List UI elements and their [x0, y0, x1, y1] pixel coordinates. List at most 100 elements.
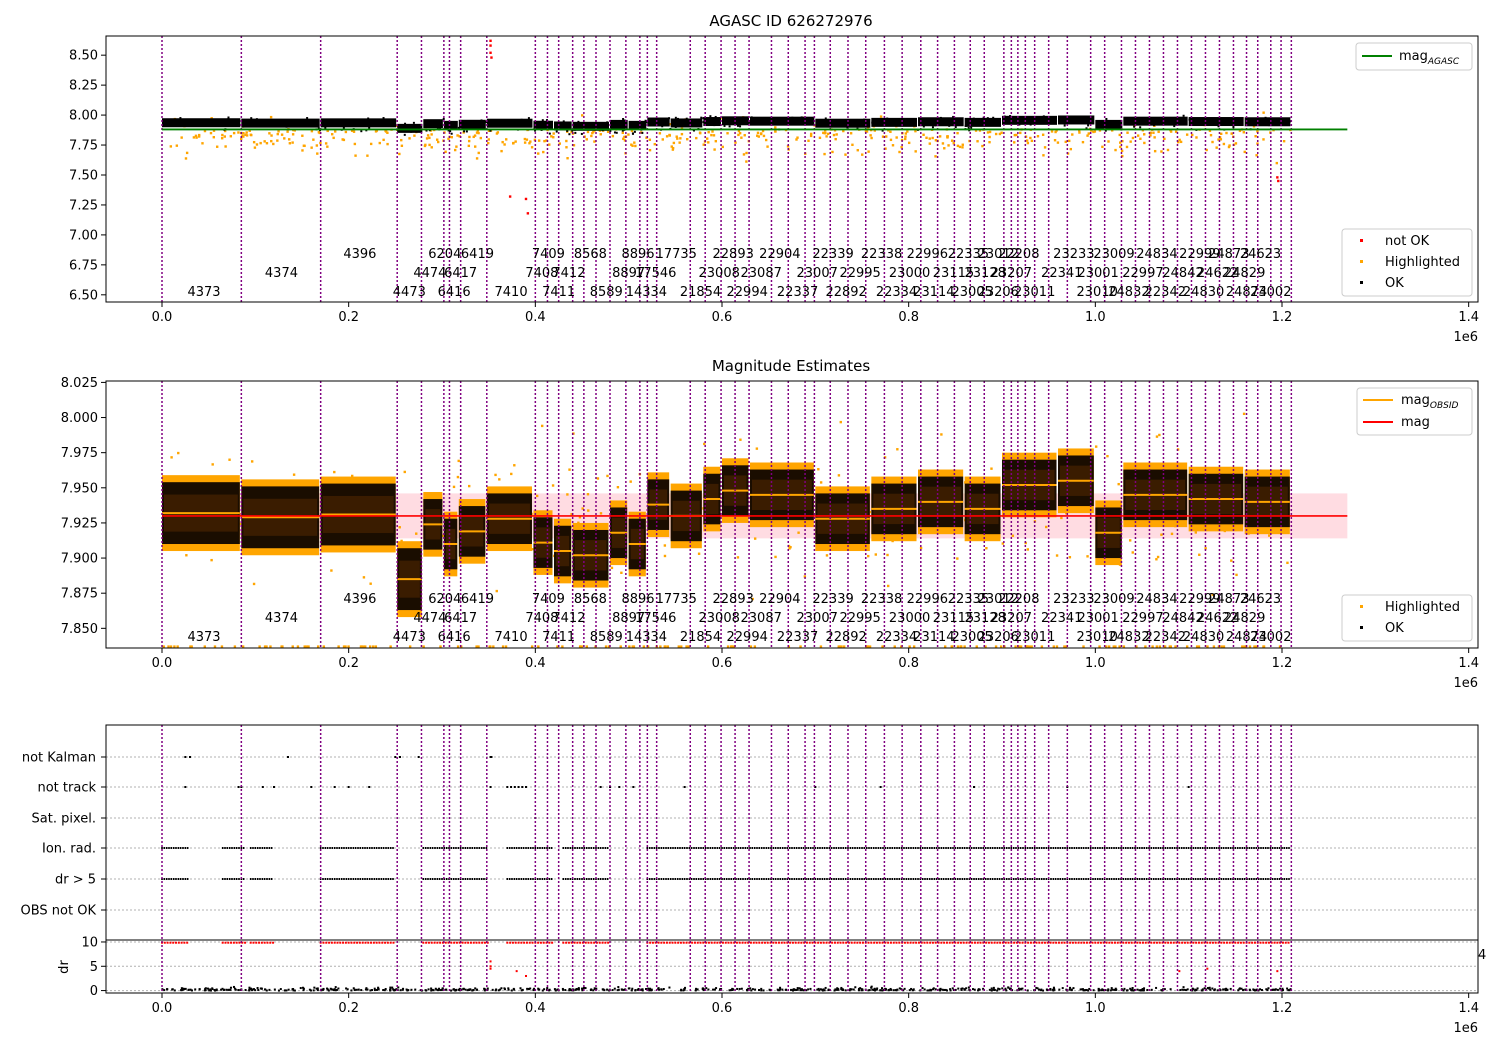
dr-not-ok-point [427, 941, 430, 944]
flag-point [385, 847, 387, 849]
obsid-label: 22337 [777, 630, 818, 645]
ok-point [1264, 116, 1267, 119]
dr-not-ok-point [696, 941, 699, 944]
flag-point [725, 878, 728, 880]
highlighted-point [648, 148, 652, 152]
dr-not-ok-point [475, 941, 478, 944]
flag-point [1022, 847, 1024, 849]
dr-point [206, 987, 209, 990]
ok-point [863, 118, 866, 121]
dr-not-ok-point [777, 941, 780, 944]
ok-point [613, 131, 616, 134]
flag-point [1152, 847, 1155, 849]
flag-point [373, 878, 376, 880]
flag-point [1152, 878, 1155, 880]
highlighted-point [316, 645, 320, 648]
flag-point [1243, 847, 1246, 849]
highlighted-point [1121, 139, 1124, 143]
highlighted-point [940, 433, 943, 436]
dr-not-ok-point [758, 941, 761, 944]
dr-point [373, 987, 376, 990]
agasc-panel-title: AGASC ID 626272976 [709, 12, 872, 30]
highlighted-point [1219, 138, 1223, 141]
flag-point [1187, 878, 1190, 880]
dr-not-ok-point [330, 941, 333, 944]
highlighted-point [861, 153, 864, 156]
highlighted-point [742, 153, 746, 156]
dr-not-ok-point [805, 941, 808, 944]
highlighted-point [837, 645, 840, 648]
dr-point [785, 988, 788, 991]
flag-point [585, 878, 588, 880]
highlighted-point [666, 645, 670, 648]
dr-not-ok-point [948, 941, 951, 944]
dr-not-ok-point [699, 941, 702, 944]
highlighted-point [1086, 555, 1089, 558]
dr-point [198, 988, 201, 991]
dr-point [951, 987, 954, 990]
dr-not-ok-point [1183, 941, 1186, 944]
dr-point [926, 989, 929, 992]
obsid-label: 23011 [1014, 630, 1055, 645]
highlighted-point [319, 141, 322, 145]
flag-point [517, 786, 520, 788]
highlighted-point [428, 136, 431, 140]
flag-point [343, 847, 345, 849]
highlighted-point [1078, 131, 1081, 134]
flag-point [574, 847, 576, 849]
flag-point [469, 878, 471, 880]
flag-point [550, 878, 553, 880]
ok-point [416, 124, 419, 127]
highlighted-point [310, 129, 314, 133]
dr-point [360, 989, 363, 992]
flag-point [438, 878, 441, 880]
obsid-label: 24874 [1226, 285, 1267, 300]
highlighted-point [1204, 547, 1207, 550]
agasc-legend-not-ok-label: not OK [1385, 234, 1430, 249]
flag-point [546, 847, 548, 849]
flag-point [1026, 878, 1029, 880]
flag-point [1262, 847, 1265, 849]
dr-point [1201, 989, 1204, 992]
flag-point [319, 847, 322, 849]
obsid-label: 4473 [393, 285, 426, 300]
highlighted-point [494, 473, 497, 477]
highlighted-point [1024, 541, 1027, 545]
flag-point [168, 878, 170, 880]
ok-point [829, 125, 832, 128]
flag-point [597, 878, 600, 880]
dr-not-ok-point [1049, 941, 1052, 944]
flag-point [527, 847, 530, 849]
highlighted-point [550, 135, 553, 138]
highlighted-point [352, 130, 356, 133]
agasc-x-tick-label: 1.4 [1458, 310, 1479, 325]
dr-point [352, 987, 355, 990]
flag-point [989, 847, 992, 849]
flag-point [480, 878, 483, 880]
obsid-label: 17546 [635, 266, 676, 281]
dr-point [606, 988, 609, 991]
flag-point [1187, 786, 1190, 788]
dr-point [486, 987, 489, 990]
flag-point [1143, 878, 1146, 880]
highlighted-point [819, 481, 823, 484]
flag-point [1239, 847, 1241, 849]
flag-point [1085, 847, 1087, 849]
flag-point [261, 878, 264, 880]
ok-point [644, 119, 647, 122]
flag-point [1164, 878, 1167, 880]
flag-point [667, 847, 670, 849]
dr-not-ok-point [682, 941, 685, 944]
ok-point [1215, 117, 1218, 120]
highlighted-point [904, 137, 907, 141]
flag-point [489, 786, 492, 788]
highlighted-point [577, 521, 580, 524]
dr-not-ok-point [1248, 941, 1251, 944]
dr-point [1122, 989, 1125, 992]
dr-not-ok-point [587, 941, 590, 944]
highlighted-point [766, 145, 769, 148]
highlighted-point [276, 132, 279, 136]
flag-point [718, 878, 721, 880]
dr-not-ok-point [833, 941, 836, 944]
